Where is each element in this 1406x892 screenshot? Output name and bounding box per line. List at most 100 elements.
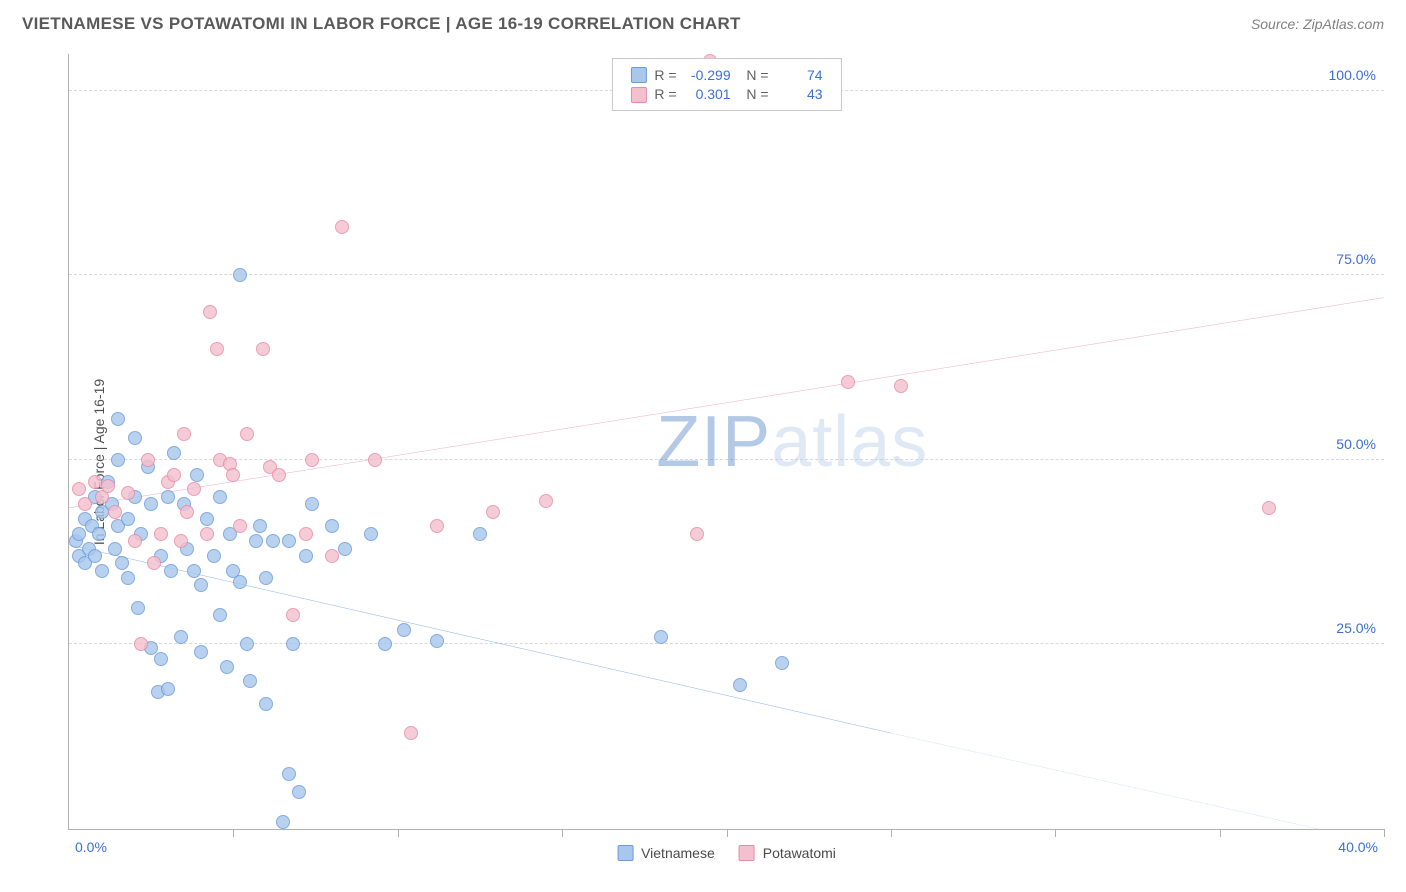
scatter-point (88, 549, 102, 563)
scatter-point (292, 785, 306, 799)
scatter-point (335, 220, 349, 234)
scatter-point (233, 575, 247, 589)
plot-area: ZIPatlas R = -0.299 N = 74 R = 0.301 N =… (68, 54, 1384, 830)
scatter-point (430, 519, 444, 533)
scatter-point (256, 342, 270, 356)
x-axis-max-label: 40.0% (1338, 839, 1378, 855)
scatter-point (194, 645, 208, 659)
scatter-point (108, 542, 122, 556)
x-tick (727, 829, 728, 837)
scatter-point (167, 468, 181, 482)
scatter-point (282, 534, 296, 548)
scatter-point (161, 490, 175, 504)
scatter-point (95, 564, 109, 578)
scatter-point (364, 527, 378, 541)
scatter-point (88, 475, 102, 489)
scatter-point (203, 305, 217, 319)
scatter-point (775, 656, 789, 670)
scatter-point (299, 527, 313, 541)
r-value: -0.299 (681, 65, 735, 84)
scatter-point (111, 453, 125, 467)
legend-row: R = 0.301 N = 43 (626, 84, 826, 103)
legend-item: Vietnamese (617, 845, 715, 861)
scatter-point (121, 512, 135, 526)
scatter-point (128, 431, 142, 445)
scatter-point (200, 512, 214, 526)
scatter-point (539, 494, 553, 508)
legend-swatch-cell (626, 84, 650, 103)
x-tick (562, 829, 563, 837)
scatter-point (430, 634, 444, 648)
scatter-point (325, 549, 339, 563)
legend-row: R = -0.299 N = 74 (626, 65, 826, 84)
scatter-points-layer (69, 54, 1384, 829)
scatter-point (259, 571, 273, 585)
legend-swatch-cell (626, 65, 650, 84)
scatter-point (144, 497, 158, 511)
scatter-point (115, 556, 129, 570)
x-tick (1384, 829, 1385, 837)
scatter-point (213, 608, 227, 622)
scatter-point (305, 497, 319, 511)
chart-title: VIETNAMESE VS POTAWATOMI IN LABOR FORCE … (22, 14, 741, 34)
r-label: R = (650, 65, 680, 84)
scatter-point (733, 678, 747, 692)
chart-container: In Labor Force | Age 16-19 ZIPatlas R = … (22, 54, 1384, 870)
swatch-icon (630, 87, 646, 103)
scatter-point (397, 623, 411, 637)
scatter-point (200, 527, 214, 541)
scatter-point (167, 446, 181, 460)
scatter-point (233, 268, 247, 282)
scatter-point (253, 519, 267, 533)
x-axis-origin-label: 0.0% (75, 839, 107, 855)
scatter-point (1262, 501, 1276, 515)
scatter-point (207, 549, 221, 563)
scatter-point (654, 630, 668, 644)
scatter-point (690, 527, 704, 541)
r-label: R = (650, 84, 680, 103)
scatter-point (190, 468, 204, 482)
scatter-point (131, 601, 145, 615)
scatter-point (213, 490, 227, 504)
legend-label: Potawatomi (763, 845, 836, 861)
x-tick (398, 829, 399, 837)
scatter-point (338, 542, 352, 556)
scatter-point (325, 519, 339, 533)
scatter-point (226, 468, 240, 482)
scatter-point (111, 412, 125, 426)
scatter-point (134, 637, 148, 651)
swatch-icon (630, 67, 646, 83)
scatter-point (78, 497, 92, 511)
scatter-point (266, 534, 280, 548)
n-value: 74 (773, 65, 827, 84)
scatter-point (187, 482, 201, 496)
scatter-point (174, 630, 188, 644)
scatter-point (141, 453, 155, 467)
scatter-point (174, 534, 188, 548)
x-tick (891, 829, 892, 837)
scatter-point (187, 564, 201, 578)
swatch-icon (617, 845, 633, 861)
scatter-point (473, 527, 487, 541)
scatter-point (92, 527, 106, 541)
scatter-point (282, 767, 296, 781)
scatter-point (299, 549, 313, 563)
scatter-point (121, 486, 135, 500)
scatter-point (108, 505, 122, 519)
legend-item: Potawatomi (739, 845, 836, 861)
scatter-point (378, 637, 392, 651)
swatch-icon (739, 845, 755, 861)
scatter-point (841, 375, 855, 389)
scatter-point (243, 674, 257, 688)
x-tick (1220, 829, 1221, 837)
scatter-point (161, 682, 175, 696)
n-value: 43 (773, 84, 827, 103)
scatter-point (101, 479, 115, 493)
scatter-point (147, 556, 161, 570)
scatter-point (194, 578, 208, 592)
scatter-point (220, 660, 234, 674)
scatter-point (272, 468, 286, 482)
correlation-legend: R = -0.299 N = 74 R = 0.301 N = 43 (611, 58, 841, 111)
scatter-point (276, 815, 290, 829)
series-legend: Vietnamese Potawatomi (617, 845, 836, 861)
